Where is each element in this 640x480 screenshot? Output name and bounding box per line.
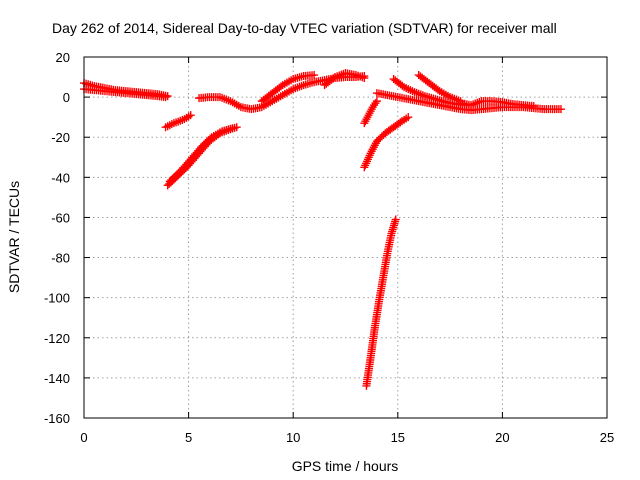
x-tick-label: 10 — [286, 430, 300, 445]
y-tick-label: 0 — [63, 90, 70, 105]
x-tick-label: 0 — [80, 430, 87, 445]
series-9 — [360, 113, 413, 172]
data-point-trail — [209, 128, 224, 141]
data-point-trail — [259, 90, 275, 104]
chart-title: Day 262 of 2014, Sidereal Day-to-day VTE… — [52, 20, 557, 36]
data-point-trail — [365, 105, 376, 118]
data-point-trail — [186, 150, 202, 168]
data-point-trail — [374, 130, 388, 144]
data-point-trail — [448, 93, 463, 105]
data-point-trail — [218, 93, 233, 105]
x-tick-label: 15 — [391, 430, 405, 445]
data-point-trail — [155, 92, 168, 101]
data-point-trail — [228, 98, 243, 110]
data-point-trail — [416, 72, 432, 86]
series-2 — [161, 111, 195, 132]
data-point-trail — [333, 69, 348, 81]
data-point-trail — [391, 118, 405, 130]
data-point — [228, 124, 237, 133]
data-point-trail — [322, 74, 338, 88]
data-point-trail — [362, 355, 375, 388]
data-point-trail — [172, 115, 187, 127]
data-point-trail — [371, 299, 383, 330]
series-7 — [320, 69, 369, 90]
x-axis-label: GPS time / hours — [292, 458, 399, 474]
axis-ticks — [83, 56, 608, 419]
y-tick-label: -100 — [44, 291, 70, 306]
data-point — [186, 111, 195, 120]
y-tick-label: -120 — [44, 331, 70, 346]
data-point-trail — [198, 134, 215, 150]
series-4 — [165, 124, 237, 186]
y-tick-label: -160 — [44, 411, 70, 426]
data-point-trail — [367, 139, 380, 156]
series-8 — [360, 97, 381, 128]
data-points — [80, 69, 565, 390]
data-point — [310, 71, 319, 80]
data-point — [556, 105, 565, 114]
series-6 — [257, 71, 319, 106]
y-tick-label: -40 — [51, 170, 70, 185]
data-point-trail — [391, 76, 407, 90]
data-point-trail — [182, 112, 193, 122]
y-tick-label: 20 — [56, 50, 70, 65]
data-point-trail — [437, 88, 453, 100]
series-5 — [195, 72, 369, 114]
data-point-trail — [400, 114, 411, 124]
data-point-trail — [361, 113, 372, 126]
x-tick-label: 20 — [495, 430, 509, 445]
data-point-trail — [379, 251, 391, 280]
y-tick-label: -20 — [51, 130, 70, 145]
data-point-trail — [291, 81, 306, 93]
series-10 — [362, 215, 400, 390]
data-point — [161, 93, 170, 102]
data-point-trail — [469, 97, 484, 109]
data-point-trail — [280, 86, 296, 98]
x-tick-label: 25 — [600, 430, 614, 445]
data-point-trail — [426, 80, 442, 94]
data-point-trail — [270, 92, 285, 104]
data-point-trail — [366, 325, 379, 360]
data-point-trail — [167, 168, 183, 184]
data-point — [529, 102, 538, 111]
plot-frame — [83, 56, 608, 419]
y-tick-label: -140 — [44, 371, 70, 386]
y-tick-label: -80 — [51, 251, 70, 266]
x-tick-label: 5 — [185, 430, 192, 445]
grid — [84, 57, 607, 418]
data-point-trail — [552, 105, 563, 114]
data-point — [360, 74, 369, 83]
data-point-trail — [270, 82, 285, 96]
data-point-trail — [375, 275, 387, 304]
data-point-trail — [188, 144, 204, 162]
data-point-trail — [402, 84, 417, 96]
data-point-trail — [361, 151, 374, 170]
y-axis-label: SDTVAR / TECUs — [6, 181, 22, 293]
data-point-trail — [382, 124, 396, 137]
data-point — [404, 113, 413, 122]
data-point-trail — [383, 231, 396, 256]
series-14 — [456, 97, 538, 111]
data-point-trail — [412, 88, 427, 100]
data-point-trail — [370, 99, 380, 110]
data-point-trail — [259, 98, 275, 110]
data-point — [232, 123, 241, 132]
tick-labels: 0 5 10 15 20 25 -160 -140 -120 -100 -80 -60 -40 -20 0 2… — [44, 50, 614, 445]
y-tick-label: -60 — [51, 210, 70, 225]
data-point-trail — [177, 157, 194, 174]
data-point-trail — [280, 76, 296, 88]
data-point-trail — [354, 71, 367, 82]
data-point — [391, 215, 400, 224]
data-point-trail — [163, 120, 176, 131]
data-point — [372, 97, 381, 106]
